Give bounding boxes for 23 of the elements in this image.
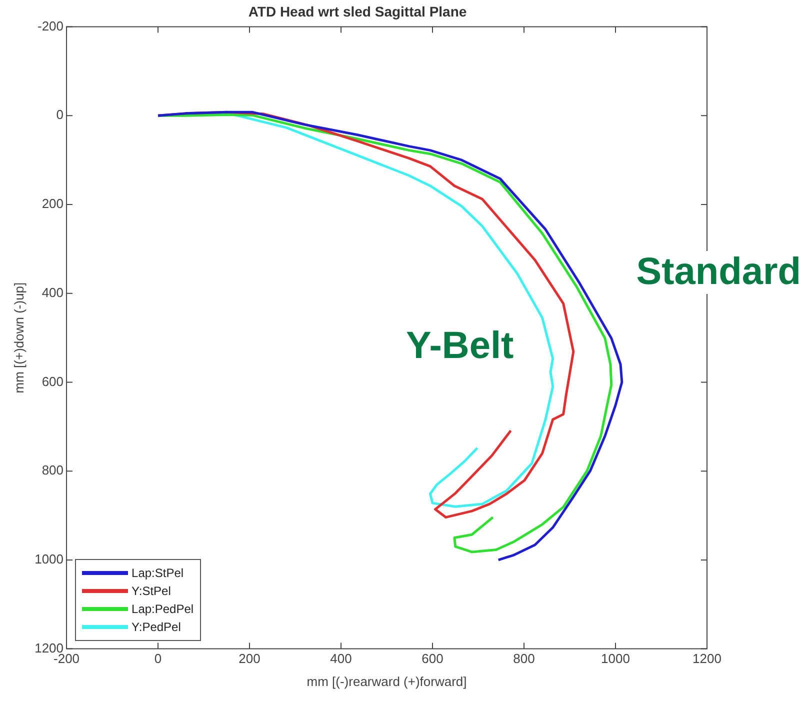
legend-label: Lap:StPel [132, 566, 184, 580]
annotation: Y-Belt [406, 325, 514, 368]
x-tick-label: 600 [422, 651, 444, 666]
x-tick-label: 200 [238, 651, 260, 666]
y-axis-title: mm [(+)down (-)up] [11, 282, 26, 394]
y-tick-label: 800 [42, 462, 64, 478]
x-tick-label: 800 [513, 651, 535, 666]
x-tick-label: 1200 [692, 651, 722, 666]
x-tick-label: 1000 [601, 651, 630, 666]
y-tick-label: 0 [56, 107, 64, 122]
annotation: Standard [636, 250, 801, 294]
legend-label: Y:StPel [132, 584, 171, 598]
y-tick-label: 600 [42, 374, 64, 389]
y-tick-label: 1000 [34, 552, 64, 567]
legend-label: Y:PedPel [132, 620, 181, 634]
chart-title: ATD Head wrt sled Sagittal Plane [248, 3, 467, 20]
x-tick-label: 400 [330, 651, 352, 666]
y-tick-label: 200 [42, 196, 64, 212]
x-tick-label: 0 [154, 651, 162, 666]
y-tick-label: -200 [37, 18, 64, 34]
x-axis-title: mm [(-)rearward (+)forward] [306, 674, 467, 689]
y-tick-label: 400 [42, 284, 64, 300]
legend-label: Lap:PedPel [132, 602, 194, 616]
